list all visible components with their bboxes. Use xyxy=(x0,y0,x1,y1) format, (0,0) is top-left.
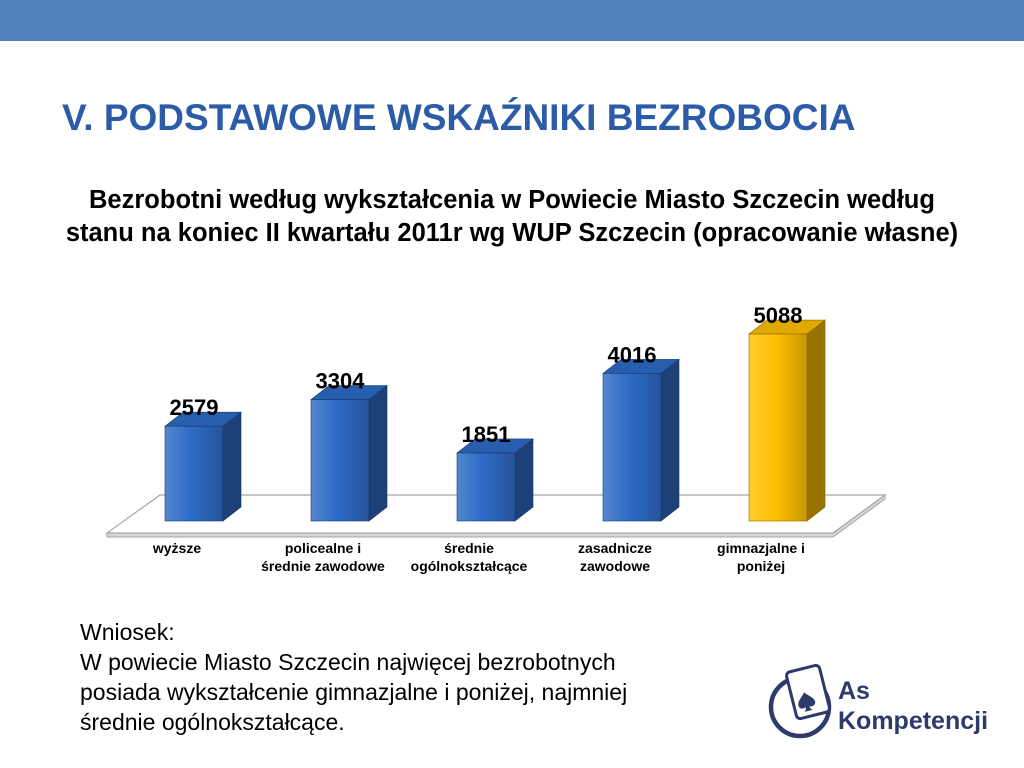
data-label: 1851 xyxy=(462,422,511,447)
bar-side-face xyxy=(806,319,826,522)
bars xyxy=(164,319,826,522)
bar-side-face xyxy=(660,358,680,522)
data-labels: 2579 3304 1851 4016 5088 xyxy=(170,303,803,447)
data-label: 3304 xyxy=(316,369,366,394)
conclusion-text: W powiecie Miasto Szczecin najwięcej bez… xyxy=(80,649,628,735)
bar-front-face xyxy=(602,373,662,522)
category-label: zasadnicze zawodowe xyxy=(578,540,652,574)
data-label: 4016 xyxy=(608,342,657,367)
bar xyxy=(310,384,388,522)
bar-side-face xyxy=(368,384,388,522)
spade-icon xyxy=(798,692,816,712)
logo-card xyxy=(785,663,831,721)
data-label: 2579 xyxy=(170,395,219,420)
logo-text-top: As xyxy=(838,677,870,705)
bar-side-face xyxy=(514,438,534,522)
slide-title: V. PODSTAWOWE WSKAŹNIKI BEZROBOCIA xyxy=(62,97,856,138)
category-label: policealne i średnie zawodowe xyxy=(261,540,385,574)
category-label: gimnazjalne i poniżej xyxy=(717,540,805,574)
chart-title: Bezrobotni według wykształcenia w Powiec… xyxy=(65,186,959,247)
category-label: wyższe xyxy=(152,540,202,556)
spade-card-icon xyxy=(768,663,832,739)
bar-side-face xyxy=(222,411,242,522)
bar-chart: 2579 3304 1851 4016 5088 xyxy=(105,303,887,538)
logo: As Kompetencji xyxy=(766,662,1006,746)
bar xyxy=(456,438,534,522)
bar-front-face xyxy=(456,452,516,522)
bar-front-face xyxy=(310,399,370,522)
bar xyxy=(164,411,242,522)
top-band xyxy=(0,0,1024,41)
bar xyxy=(602,358,680,522)
conclusion-heading: Wniosek: xyxy=(80,619,175,645)
data-label: 5088 xyxy=(754,303,803,328)
bar xyxy=(748,319,826,522)
bar-front-face xyxy=(748,333,808,522)
category-label: średnie ogólnokształcące xyxy=(410,540,528,574)
bar-front-face xyxy=(164,425,224,522)
logo-text-bottom: Kompetencji xyxy=(838,707,989,735)
